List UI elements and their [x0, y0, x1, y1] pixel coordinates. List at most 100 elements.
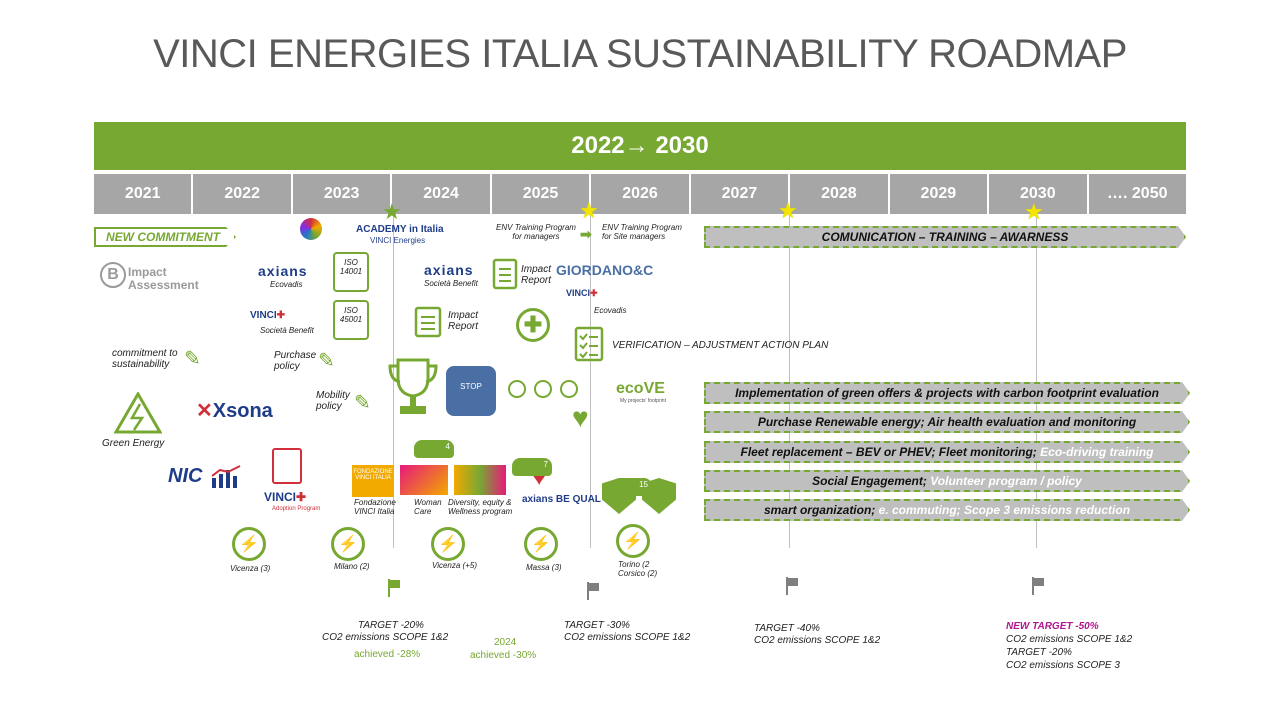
ecovadis-label: Ecovadis [270, 280, 303, 289]
achieved-text: achieved -28% [354, 649, 421, 660]
commitment-label: commitment to sustainability [112, 348, 178, 370]
xsona-logo: ✕Xsona [196, 400, 273, 422]
target-text: TARGET -40% [754, 623, 820, 634]
feather-icon: ✎ [354, 392, 371, 414]
ev-car-icon: 15 [612, 478, 652, 496]
page-title: VINCI ENERGIES ITALIA SUSTAINABILITY ROA… [153, 32, 1127, 76]
env-training-managers-label: ENV Training Program for managers [496, 223, 576, 241]
target-text: CO2 emissions SCOPE 1&2 [564, 632, 691, 643]
report-icon [414, 306, 442, 338]
bequal-logo: axians BE QUAL [522, 494, 601, 505]
target-text: CO2 emissions SCOPE 1&2 [1006, 634, 1133, 645]
mobility-policy-label: Mobility policy [316, 390, 350, 412]
charger-label: Torino (2 Corsico (2) [618, 560, 658, 578]
year-cell: 2024 [392, 174, 492, 214]
vinci-adoption-logo: VINCI✚ [264, 490, 307, 504]
feather-icon: ✎ [184, 348, 201, 370]
new-target-text: NEW TARGET -50% [1006, 621, 1099, 632]
fleet-bar: Fleet replacement – BEV or PHEV; Fleet m… [704, 441, 1190, 463]
ecove-sub-label: My projects' footprint [620, 398, 666, 404]
ev-charger-icon: ⚡ [431, 527, 465, 561]
checklist-icon [574, 326, 604, 362]
charger-label: Massa (3) [526, 563, 562, 572]
smart-bar: smart organization; e. commuting; Scope … [704, 499, 1190, 521]
green-energy-label: Green Energy [102, 438, 165, 449]
year-text: 2024 [494, 637, 517, 648]
year-cell: 2028 [790, 174, 890, 214]
academy-sub-label: VINCI Energies [370, 236, 426, 245]
adoption-program-label: Adoption Program [272, 506, 321, 512]
woman-care-label: Woman Care [414, 498, 442, 516]
flag-icon [587, 582, 599, 600]
axians-logo: axians [424, 262, 474, 278]
ev-charger-icon: ⚡ [524, 527, 558, 561]
new-commitment-label: NEW COMMITMENT [94, 227, 236, 247]
charger-label: Vicenza (3) [230, 564, 271, 573]
communication-bar: COMUNICATION – TRAINING – AWARNESS [704, 226, 1186, 248]
arrow-right-icon: ➡ [580, 226, 592, 242]
stop-policy-icon: STOP [446, 366, 496, 416]
target-text: TARGET -20% [1006, 647, 1072, 658]
societa-benefit-label: Società Benefit [260, 326, 314, 335]
milestone-line [789, 214, 790, 548]
nic-logo: NIC [168, 465, 203, 487]
achieved-text: achieved -30% [470, 650, 537, 661]
star-icon: ★ [778, 198, 798, 223]
year-cell: 2023 [292, 174, 393, 214]
year-row: 2021 2022 2023 2024 2025 2026 2027 2028 … [94, 174, 1186, 214]
ev-car-icon: 7 [512, 458, 552, 476]
impact-assessment-label: Impact Assessment [128, 265, 199, 292]
star-icon: ★ [382, 199, 402, 224]
chart-icon [211, 465, 241, 488]
diversity-label: Diversity, equity & Wellness program [448, 498, 513, 516]
ecovadis-label: Ecovadis [594, 306, 627, 315]
ecove-logo: ecoVE [616, 380, 665, 397]
eco-icon [534, 380, 552, 398]
env-training-site-label: ENV Training Program for Site managers [602, 223, 682, 241]
verification-label: VERIFICATION – ADJUSTMENT ACTION PLAN [612, 340, 829, 351]
charger-label: Vicenza (+5) [432, 561, 477, 570]
year-cell: 2022 [193, 174, 293, 214]
impact-report-label: Impact Report [521, 264, 552, 286]
eco-icon [508, 380, 526, 398]
target-text: TARGET -30% [564, 620, 630, 631]
ev-charger-icon: ⚡ [616, 524, 650, 558]
target-text: CO2 emissions SCOPE 3 [1006, 660, 1120, 671]
ev-car-icon: 4 [414, 440, 454, 458]
runner-icon: ♥ [572, 402, 589, 433]
fondazione-label: Fondazione VINCI Italia [354, 498, 396, 516]
diversity-image [454, 465, 506, 495]
social-bar: Social Engagement; Volunteer program / p… [704, 470, 1190, 492]
adoption-icon [272, 448, 302, 484]
renewable-bar: Purchase Renewable energy; Air health ev… [704, 411, 1190, 433]
flag-icon [786, 577, 798, 595]
feather-icon: ✎ [318, 350, 335, 372]
year-cell: 2029 [889, 174, 990, 214]
change-agent-icon [300, 218, 322, 240]
green-energy-icon [114, 392, 162, 434]
flag-icon [388, 579, 400, 597]
eco-icon [560, 380, 578, 398]
trophy-icon [388, 358, 438, 414]
target-text: CO2 emissions SCOPE 1&2 [322, 632, 449, 643]
target-text: TARGET -20% [358, 620, 424, 631]
year-cell: 2030 [989, 174, 1089, 214]
iso14001-badge: ISO 14001 [333, 252, 369, 292]
ev-charger-icon: ⚡ [331, 527, 365, 561]
milestone-line [393, 214, 394, 548]
year-cell: 2027 [690, 174, 791, 214]
giordano-logo: GIORDANO&C [556, 262, 654, 278]
impact-report-label: Impact Report [448, 310, 479, 332]
purchase-policy-label: Purchase policy [274, 350, 317, 372]
woman-care-image [400, 465, 448, 495]
axians-logo: axians [258, 263, 308, 279]
academy-logo: ACADEMY in Italia [356, 224, 444, 235]
b-corp-icon: B [100, 262, 126, 288]
year-cell: 2021 [94, 174, 194, 214]
flag-icon [1032, 577, 1044, 595]
year-cell: …. 2050 [1088, 174, 1186, 214]
year-cell: 2025 [491, 174, 592, 214]
ev-charger-icon: ⚡ [232, 527, 266, 561]
star-icon: ★ [579, 198, 599, 223]
timeline-banner: 2022→ 2030 [94, 122, 1186, 170]
